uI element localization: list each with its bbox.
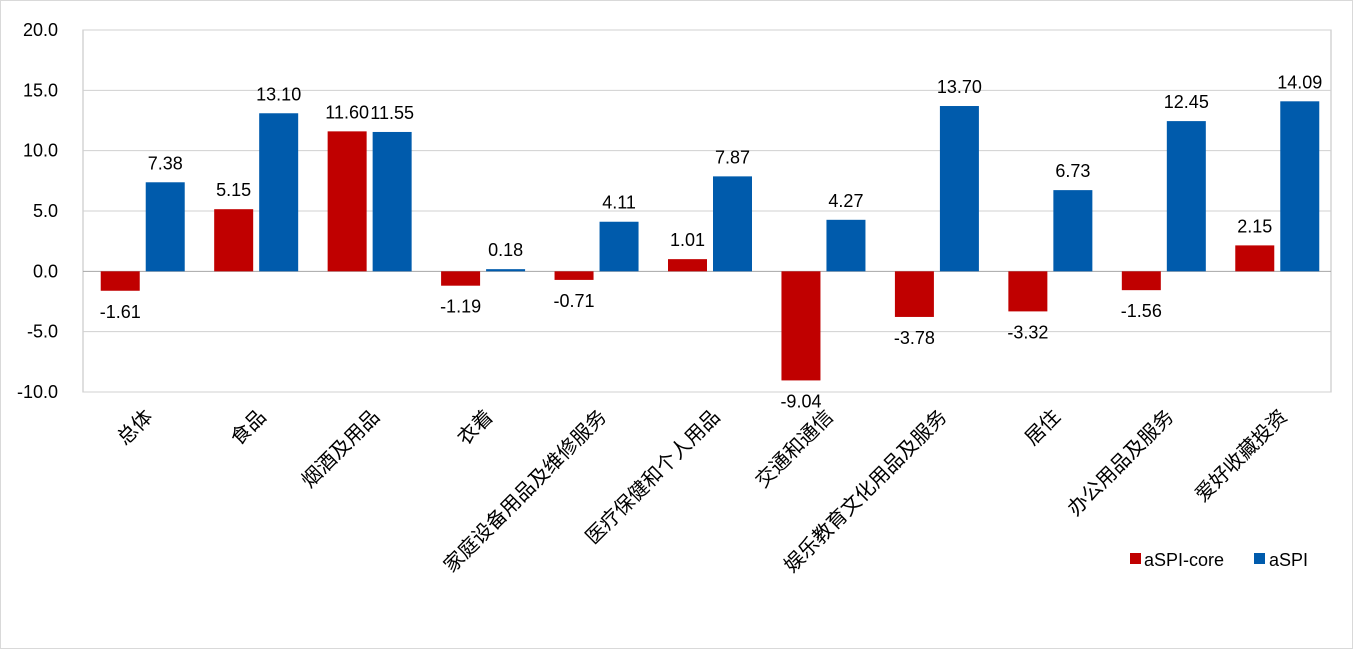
y-tick-label: 10.0 — [23, 141, 58, 161]
data-label: 13.10 — [256, 84, 301, 104]
legend: aSPI-core aSPI — [1130, 550, 1308, 570]
data-label: 7.38 — [148, 153, 183, 173]
bar-aspi-core — [668, 259, 707, 272]
bar-aspi-core — [441, 271, 481, 286]
data-label: 5.15 — [216, 180, 251, 200]
bar-aspi-core — [1235, 245, 1275, 272]
bar-aspi-core — [894, 271, 934, 317]
bar-aspi-core — [554, 271, 594, 280]
bar-aspi-core — [327, 131, 367, 272]
y-tick-label: -5.0 — [27, 322, 58, 342]
data-label: 12.45 — [1164, 92, 1209, 112]
data-label: 7.87 — [715, 147, 750, 167]
data-label: -1.19 — [440, 297, 481, 317]
bar-aspi — [486, 269, 526, 272]
legend-swatch-aspi-core — [1130, 553, 1141, 564]
y-tick-label: 5.0 — [33, 201, 58, 221]
data-label: -1.61 — [100, 302, 141, 322]
data-label: 14.09 — [1277, 72, 1322, 92]
bar-aspi — [1166, 121, 1206, 272]
data-label: -3.78 — [894, 328, 935, 348]
y-tick-label: 15.0 — [23, 80, 58, 100]
bar-aspi-core — [100, 271, 140, 291]
y-tick-label: 20.0 — [23, 20, 58, 40]
legend-swatch-aspi — [1254, 553, 1265, 564]
data-label: -9.04 — [780, 391, 821, 411]
data-label: 0.18 — [488, 240, 523, 260]
data-label: -3.32 — [1007, 322, 1048, 342]
bar-aspi — [1053, 190, 1093, 272]
data-labels: -1.61 7.38 5.15 13.10 11.60 11.55 -1.19 0.18 -0.… — [100, 72, 1323, 411]
bar-aspi-core — [781, 271, 821, 381]
data-label: 1.01 — [670, 230, 705, 250]
data-label: -1.56 — [1121, 301, 1162, 321]
bars — [100, 101, 1320, 381]
legend-label-aspi-core: aSPI-core — [1144, 550, 1224, 570]
bar-aspi-core — [214, 209, 254, 272]
y-tick-label: -10.0 — [17, 382, 58, 402]
data-label: 4.11 — [602, 193, 636, 213]
bar-aspi-core — [1008, 271, 1048, 312]
bar-aspi — [939, 106, 979, 272]
legend-label-aspi: aSPI — [1269, 550, 1308, 570]
data-label: -0.71 — [554, 291, 595, 311]
bar-aspi — [1280, 101, 1320, 272]
bar-aspi — [145, 182, 185, 272]
bar-aspi — [826, 219, 866, 272]
bar-aspi — [259, 113, 299, 272]
data-label: 11.60 — [325, 102, 369, 122]
data-label: 4.27 — [828, 191, 863, 211]
data-label: 13.70 — [937, 77, 982, 97]
data-label: 2.15 — [1237, 216, 1272, 236]
bar-aspi — [599, 221, 639, 272]
y-axis: 20.0 15.0 10.0 5.0 0.0 -5.0 -10.0 — [17, 20, 58, 402]
y-tick-label: 0.0 — [33, 261, 58, 281]
bar-aspi — [713, 176, 752, 272]
data-label: 6.73 — [1055, 161, 1090, 181]
bar-aspi — [372, 131, 412, 272]
data-label: 11.55 — [370, 103, 414, 123]
bar-aspi-core — [1121, 271, 1161, 291]
